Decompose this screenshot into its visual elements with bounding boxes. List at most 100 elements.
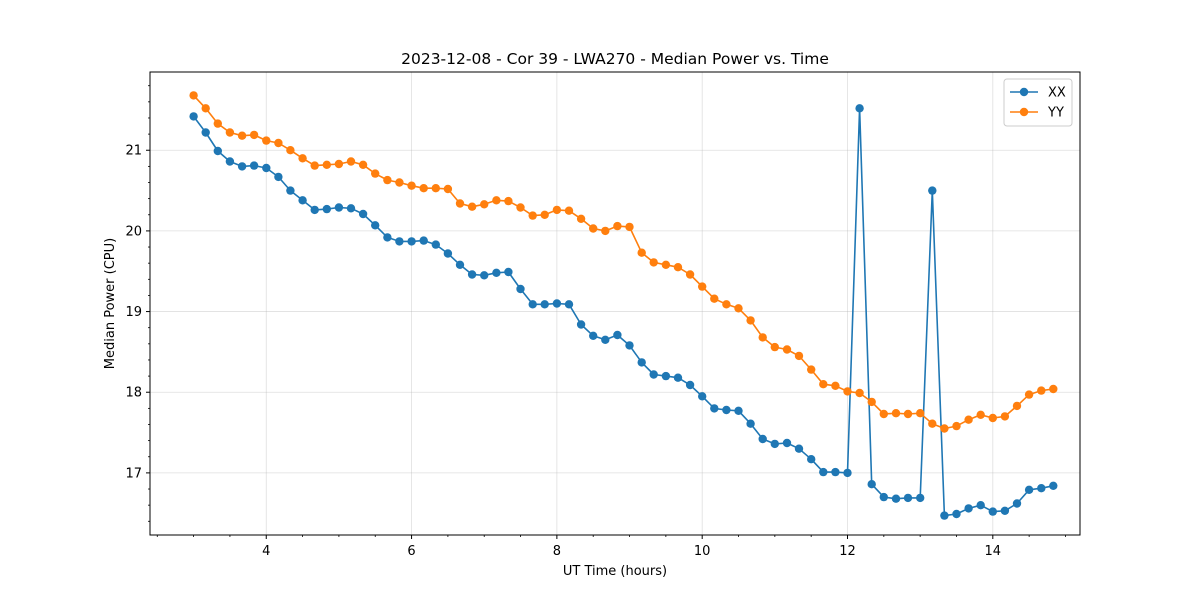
data-point-yy xyxy=(1024,390,1034,399)
data-point-yy xyxy=(807,365,816,374)
data-point-xx xyxy=(819,467,828,477)
data-point-yy xyxy=(189,91,198,100)
data-point-xx xyxy=(891,494,901,503)
data-point-xx xyxy=(540,300,549,309)
data-point-yy xyxy=(794,351,804,361)
data-point-xx xyxy=(201,128,210,137)
y-tick-label: 17 xyxy=(125,466,142,481)
x-tick-label: 10 xyxy=(694,544,711,559)
data-point-yy xyxy=(722,300,731,309)
data-point-yy xyxy=(443,184,453,194)
data-point-yy xyxy=(237,131,247,140)
data-point-yy xyxy=(298,154,307,163)
data-point-yy xyxy=(782,345,792,354)
data-point-yy xyxy=(867,397,876,407)
data-point-yy xyxy=(419,184,428,193)
data-point-xx xyxy=(940,511,949,520)
data-point-yy xyxy=(637,248,646,257)
data-point-yy xyxy=(625,222,634,232)
data-point-xx xyxy=(322,204,331,214)
data-point-yy xyxy=(407,181,416,190)
data-point-xx xyxy=(758,434,767,444)
x-tick-label: 12 xyxy=(839,544,856,559)
data-point-xx xyxy=(298,196,307,205)
data-point-yy xyxy=(928,419,937,428)
data-point-yy xyxy=(564,206,574,215)
data-point-xx xyxy=(903,493,913,503)
data-point-xx xyxy=(504,267,513,277)
data-point-yy xyxy=(964,415,973,424)
x-tick-label: 8 xyxy=(553,544,561,559)
y-tick-label: 20 xyxy=(125,224,142,239)
data-point-xx xyxy=(334,203,344,212)
x-tick-label: 6 xyxy=(407,544,415,559)
axes: 4 6 8 10 12 14 17 18 19 20 21 xyxy=(125,85,1066,559)
data-point-xx xyxy=(213,146,222,156)
data-point-yy xyxy=(770,342,779,352)
data-point-xx xyxy=(1012,499,1022,508)
x-tick-label: 14 xyxy=(985,544,1002,559)
data-point-yy xyxy=(358,160,368,169)
data-point-xx xyxy=(443,249,453,258)
data-point-yy xyxy=(431,184,440,193)
data-point-xx xyxy=(492,268,501,277)
data-point-xx xyxy=(455,260,465,269)
legend-marker-xx xyxy=(1019,87,1029,97)
data-point-xx xyxy=(964,504,973,513)
data-point-xx xyxy=(867,480,876,489)
data-point-yy xyxy=(201,104,210,113)
data-point-xx xyxy=(976,501,985,510)
data-point-xx xyxy=(782,438,792,448)
data-point-yy xyxy=(952,421,961,431)
data-point-xx xyxy=(407,237,416,246)
data-point-xx xyxy=(310,205,319,215)
data-point-yy xyxy=(988,413,997,423)
data-point-xx xyxy=(855,104,864,113)
data-point-yy xyxy=(346,157,356,166)
data-point-yy xyxy=(1049,384,1058,394)
data-point-yy xyxy=(467,202,477,211)
data-point-xx xyxy=(613,330,622,340)
legend-label-yy: YY xyxy=(1047,106,1064,121)
y-tick-label: 19 xyxy=(125,305,142,320)
data-point-yy xyxy=(819,380,828,389)
data-point-xx xyxy=(419,236,428,245)
data-point-xx xyxy=(564,300,574,309)
data-point-yy xyxy=(310,161,319,170)
data-point-yy xyxy=(758,333,767,342)
data-point-xx xyxy=(770,439,779,449)
data-point-xx xyxy=(1000,506,1010,515)
data-point-xx xyxy=(274,172,283,182)
x-axis-label: UT Time (hours) xyxy=(563,564,667,579)
data-point-yy xyxy=(322,160,331,169)
data-point-xx xyxy=(383,233,392,242)
data-point-xx xyxy=(249,161,259,170)
data-point-xx xyxy=(807,455,816,464)
data-point-xx xyxy=(637,358,646,367)
data-point-xx xyxy=(467,270,477,279)
legend-label-xx: XX xyxy=(1048,86,1066,101)
data-point-xx xyxy=(673,373,683,382)
data-point-xx xyxy=(831,467,840,477)
data-point-yy xyxy=(225,128,235,137)
data-point-xx xyxy=(189,112,198,121)
data-point-yy xyxy=(504,196,513,206)
data-point-xx xyxy=(480,271,489,280)
data-point-yy xyxy=(649,258,658,267)
data-point-xx xyxy=(262,163,271,173)
data-point-xx xyxy=(346,204,356,213)
data-point-yy xyxy=(492,196,501,205)
data-point-yy xyxy=(601,226,610,236)
data-point-yy xyxy=(576,214,586,223)
legend: XX YY xyxy=(1003,78,1073,127)
data-point-yy xyxy=(213,119,222,128)
x-tick-label: 4 xyxy=(262,544,270,559)
series-layer xyxy=(189,91,1058,520)
data-point-yy xyxy=(1012,401,1022,411)
data-point-xx xyxy=(601,335,610,344)
data-point-xx xyxy=(589,331,598,340)
data-point-yy xyxy=(395,178,404,187)
data-point-yy xyxy=(262,136,271,145)
